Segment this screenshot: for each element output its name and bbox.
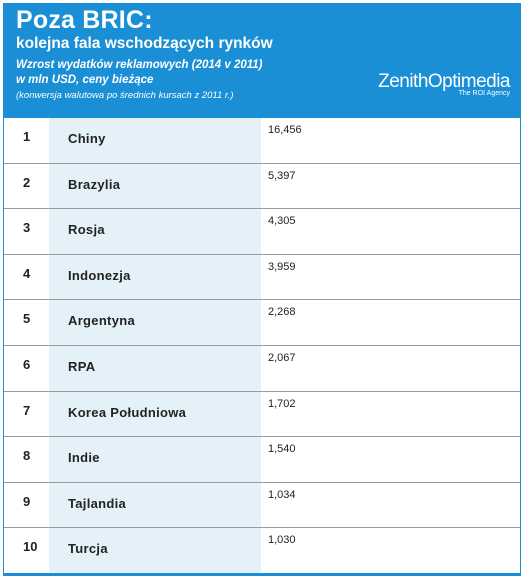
value-cell: 3,959 <box>268 260 296 273</box>
country-cell: Tajlandia <box>68 495 127 511</box>
rank-cell: 7 <box>23 402 31 418</box>
table-row: 9 Tajlandia 1,034 <box>4 483 520 529</box>
description-line-2: w mln USD, ceny bieżące <box>16 74 154 86</box>
country-cell: Argentyna <box>68 313 135 329</box>
rank-cell: 4 <box>23 265 31 281</box>
rank-cell: 9 <box>23 493 31 509</box>
value-cell: 2,067 <box>268 352 296 364</box>
rank-cell: 3 <box>23 220 31 236</box>
table-row: 1 Chiny 16,456 <box>4 118 520 164</box>
table-row: 3 Rosja 4,305 <box>4 209 520 255</box>
country-cell: Chiny <box>68 131 106 146</box>
value-cell: 16,456 <box>268 124 302 136</box>
value-cell: 1,702 <box>268 397 296 410</box>
table-row: 2 Brazylia 5,397 <box>4 164 520 210</box>
table-row: 6 RPA 2,067 <box>4 346 520 392</box>
rank-cell: 8 <box>23 448 31 464</box>
value-cell: 4,305 <box>268 215 296 228</box>
rank-cell: 5 <box>23 311 31 327</box>
brand-name: ZenithOptimedia <box>378 71 510 92</box>
country-cell: Rosja <box>68 222 105 238</box>
table-row: 10 Turcja 1,030 <box>4 528 520 574</box>
value-cell: 1,030 <box>268 534 296 547</box>
rank-cell: 1 <box>23 129 31 144</box>
value-cell: 1,540 <box>268 443 296 456</box>
country-cell: RPA <box>68 359 96 374</box>
description-line-3: (konwersja walutowa po średnich kursach … <box>16 90 234 101</box>
table-frame: Poza BRIC: kolejna fala wschodzących ryn… <box>3 3 521 576</box>
page-subtitle: kolejna fala wschodzących rynków <box>16 35 273 52</box>
rank-cell: 10 <box>23 539 38 555</box>
country-cell: Korea Południowa <box>68 404 187 420</box>
page-title: Poza BRIC: <box>16 6 153 34</box>
country-cell: Turcja <box>68 541 108 557</box>
table-row: 5 Argentyna 2,268 <box>4 300 520 346</box>
brand-tagline: The ROI Agency <box>458 90 510 97</box>
table-row: 7 Korea Południowa 1,702 <box>4 392 520 438</box>
value-cell: 5,397 <box>268 169 296 182</box>
country-cell: Indonezja <box>68 267 131 283</box>
country-cell: Indie <box>68 450 100 466</box>
table-row: 8 Indie 1,540 <box>4 437 520 483</box>
country-column-shade <box>49 118 261 574</box>
brand-logo: ZenithOptimedia The ROI Agency <box>378 71 510 97</box>
rank-cell: 6 <box>23 357 31 372</box>
rank-cell: 2 <box>23 174 31 190</box>
country-cell: Brazylia <box>68 176 121 192</box>
header-banner: Poza BRIC: kolejna fala wschodzących ryn… <box>4 4 520 118</box>
bottom-rule <box>3 573 521 576</box>
table-row: 4 Indonezja 3,959 <box>4 255 520 301</box>
value-cell: 1,034 <box>268 488 296 501</box>
description-line-1: Wzrost wydatków reklamowych (2014 v 2011… <box>16 59 263 71</box>
value-cell: 2,268 <box>268 306 296 319</box>
